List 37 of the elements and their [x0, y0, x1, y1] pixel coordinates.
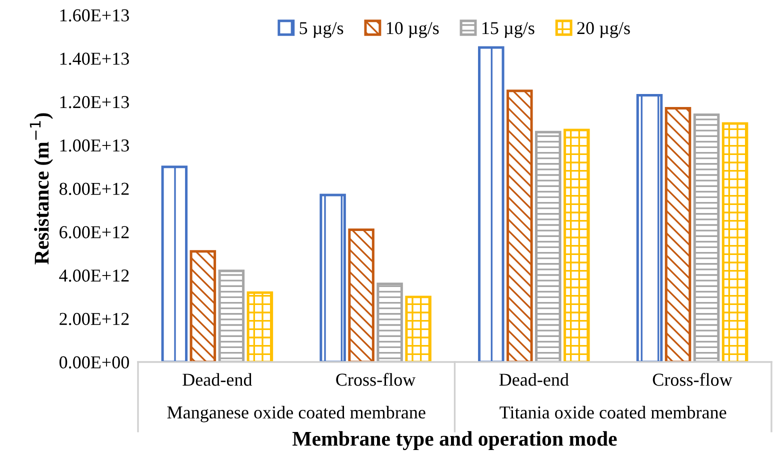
text: Manganese oxide coated membrane — [167, 406, 426, 422]
bar — [348, 228, 374, 362]
bar — [478, 46, 504, 362]
bar — [218, 270, 245, 362]
y-tick-label: 1.60E+13 — [60, 9, 129, 22]
bar — [636, 94, 663, 362]
y-tick-label: 4.00E+12 — [59, 270, 129, 282]
y-tick-label: 6.00E+12 — [60, 226, 129, 238]
y-tick-label: 8.00E+12 — [59, 182, 129, 196]
x-tick-label: Cross-flow — [652, 372, 732, 386]
legend-label: 20 µg/s — [577, 22, 630, 38]
bar — [664, 107, 692, 362]
text: Titania oxide coated membrane — [500, 406, 726, 419]
bar — [320, 194, 346, 362]
x-axis-title: Membrane type and operation mode — [292, 431, 617, 450]
y-tick-label: 1.00E+13 — [60, 139, 129, 152]
bar — [161, 166, 188, 362]
x-tick-label: Dead-end — [182, 373, 252, 386]
bar — [506, 90, 533, 362]
bar — [722, 122, 748, 362]
bar — [564, 128, 590, 362]
y-tick-label: 0.00E+00 — [59, 356, 129, 369]
legend-label: 10 µg/s — [386, 22, 439, 38]
bar — [376, 282, 403, 362]
bar — [190, 250, 216, 362]
x-tick-label: Cross-flow — [336, 372, 416, 386]
legend-label: 5 µg/s — [300, 22, 344, 38]
legend-label: 15 µg/s — [482, 22, 534, 38]
y-tick-label: 2.00E+12 — [60, 312, 129, 326]
bar — [693, 114, 720, 362]
y-tick-label: 1.40E+13 — [60, 52, 129, 65]
y-tick-label: 1.20E+13 — [60, 96, 129, 108]
bar — [405, 296, 432, 362]
bar — [246, 291, 274, 362]
bar — [535, 130, 562, 362]
y-axis-title: Resistance (m$^{−1}$) — [30, 113, 53, 264]
x-tick-label: Dead-end — [499, 373, 569, 386]
